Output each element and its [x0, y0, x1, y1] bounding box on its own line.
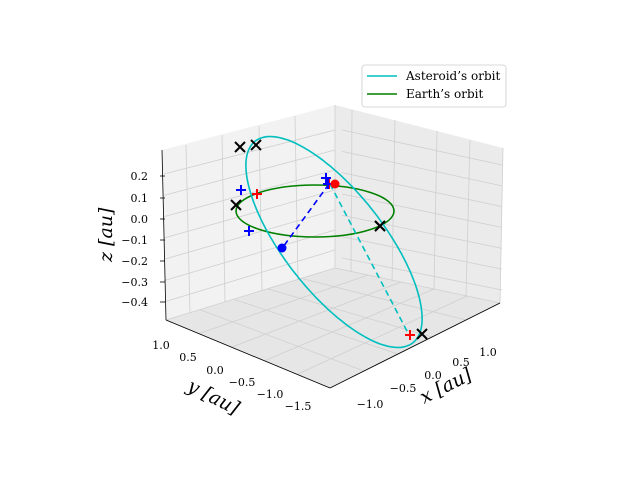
- black-x-marker: [230, 199, 242, 211]
- x-axis-line: [329, 302, 501, 389]
- y-tick-label: −1.5: [285, 400, 312, 413]
- grid-line: [163, 169, 336, 218]
- grid-line: [264, 288, 435, 362]
- z-axis-label: z [au]: [95, 207, 117, 263]
- blue-dot-marker: [277, 243, 287, 253]
- grid-line: [163, 149, 336, 196]
- grid-line: [267, 288, 433, 338]
- x-tick-label: −1.0: [357, 398, 384, 411]
- z-tick-label: −0.4: [121, 296, 148, 309]
- black-x-marker: [234, 141, 246, 153]
- grid-line: [391, 119, 396, 282]
- black-x-marker: [374, 220, 386, 232]
- grid-line: [341, 236, 503, 270]
- grid-lines: [163, 105, 504, 389]
- black-x-marker: [250, 139, 262, 151]
- grid-line: [163, 249, 336, 303]
- pane-left: [162, 105, 335, 320]
- grid-line: [334, 267, 501, 304]
- grid-line: [258, 125, 263, 292]
- grid-line: [163, 129, 336, 175]
- grid-line: [341, 214, 503, 249]
- grid-line: [341, 150, 503, 187]
- red-plus-marker: [252, 189, 262, 199]
- grid-line: [198, 274, 369, 334]
- blue-plus-marker: [236, 185, 246, 195]
- y-tick-label: 0.5: [179, 351, 197, 364]
- event-markers: [230, 139, 428, 340]
- grid-line: [163, 229, 336, 282]
- grid-line: [465, 139, 471, 298]
- grid-line: [350, 109, 353, 273]
- grid-line: [341, 257, 503, 291]
- legend-asteroid-label: Asteroid’s orbit: [405, 69, 500, 83]
- pane-right: [335, 105, 503, 303]
- grid-line: [231, 281, 402, 348]
- axes: [161, 149, 501, 389]
- z-tick-label: 0.2: [131, 170, 149, 183]
- z-tick-label: −0.2: [121, 255, 148, 268]
- y-axis-line: [165, 319, 331, 389]
- grid-line: [165, 267, 336, 321]
- z-tick-label: 0.0: [131, 213, 149, 226]
- grid-line: [297, 295, 468, 375]
- orbits: [235, 135, 423, 349]
- grid-line: [341, 172, 503, 208]
- z-tick-label: −0.1: [121, 234, 148, 247]
- legend: Asteroid’s orbit Earth’s orbit: [361, 64, 507, 108]
- grid-line: [199, 309, 365, 372]
- grid-line: [185, 144, 191, 314]
- x-tick-label: 0.0: [424, 369, 442, 382]
- y-tick-label: 0.0: [206, 364, 224, 377]
- z-axis-line: [161, 149, 167, 321]
- pane-floor: [166, 268, 500, 388]
- blue-plus-marker: [321, 173, 331, 183]
- grid-line: [341, 129, 503, 166]
- grid-line: [301, 278, 467, 321]
- black-x-marker: [416, 328, 428, 340]
- z-tick-label: −0.3: [121, 276, 148, 289]
- node-line: [282, 183, 330, 248]
- y-tick-label: 1.0: [152, 339, 170, 352]
- asteroid-orbit: [245, 135, 423, 349]
- grid-line: [221, 134, 226, 303]
- grid-line: [163, 189, 336, 239]
- legend-box: [361, 64, 507, 108]
- red-dot-marker: [330, 179, 340, 189]
- grid-line: [499, 147, 504, 304]
- grid-line: [433, 130, 438, 291]
- blue-plus-marker: [244, 226, 254, 236]
- x-tick-label: 0.5: [452, 356, 470, 369]
- earth-orbit: [235, 184, 395, 238]
- x-tick-label: −0.5: [390, 382, 417, 395]
- legend-earth-label: Earth’s orbit: [406, 87, 483, 101]
- grid-line: [233, 298, 399, 355]
- red-plus-marker: [405, 330, 415, 340]
- y-tick-label: −1.0: [257, 388, 284, 401]
- z-tick-label: 0.1: [131, 192, 149, 205]
- y-tick-label: −0.5: [229, 376, 256, 389]
- x-tick-label: 1.0: [479, 346, 497, 359]
- grid-line: [341, 193, 503, 228]
- asteroid-apsides-line: [329, 183, 409, 334]
- tick-labels: 0.20.10.0−0.1−0.2−0.3−0.41.00.50.0−0.5−1…: [121, 170, 496, 413]
